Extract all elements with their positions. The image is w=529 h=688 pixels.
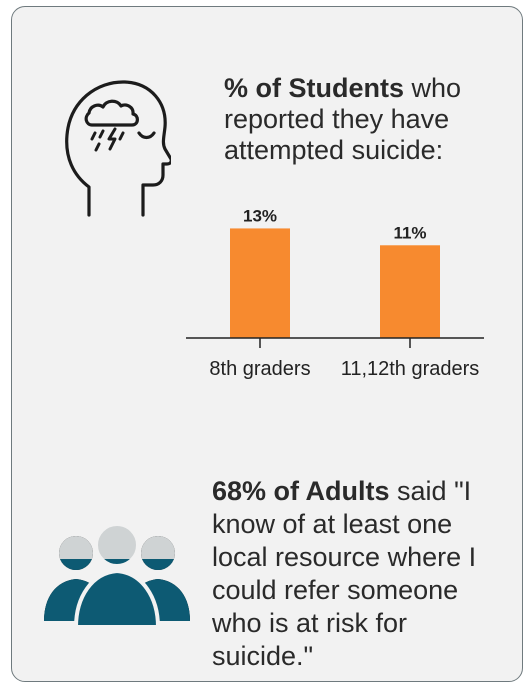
adults-stat-text: 68% of Adults said "I know of at least o… [212,475,512,673]
students-stat-title: % of Students who reported they have att… [224,73,514,166]
students-stat-title-rest: who reported they have attempted suicide… [224,73,462,165]
bar-1 [380,245,440,338]
x-tick-label-0: 8th graders [209,358,310,380]
adults-stat-bold: 68% of Adults [212,476,390,506]
x-tick-label-1: 11,12th graders [341,358,480,380]
people-group-icon [44,522,190,629]
bar-0 [230,228,290,338]
bar-value-label-1: 11% [393,223,426,242]
students-bar-chart: 13% 8th graders 11% 11,12th graders [186,206,484,380]
students-stat-title-bold: % of Students [224,73,404,103]
head-storm-cloud-icon [65,80,171,217]
infographic-card: % of Students who reported they have att… [11,6,523,682]
adults-stat-rest: said "I know of at least one local resou… [212,476,477,671]
bar-value-label-0: 13% [243,206,277,225]
